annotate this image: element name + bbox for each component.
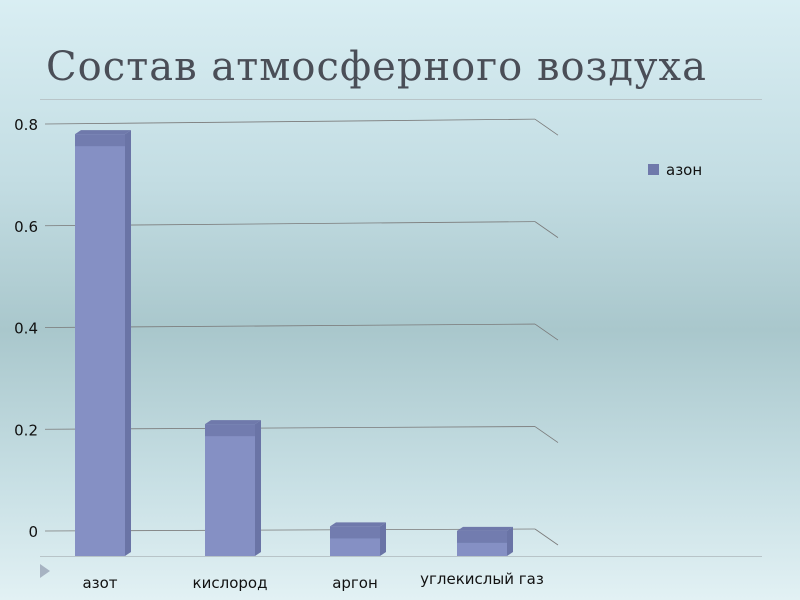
legend: азон	[648, 161, 702, 179]
bar-side	[380, 522, 386, 556]
bar	[457, 526, 513, 556]
y-tick-label: 0.4	[14, 320, 38, 338]
bar-cap	[330, 526, 380, 539]
bar	[75, 130, 131, 557]
bar-cap	[205, 424, 255, 437]
slide-title: Состав атмосферного воздуха	[46, 44, 707, 90]
bar-top	[75, 130, 131, 135]
legend-swatch	[648, 164, 659, 175]
gridline	[44, 118, 536, 125]
bar	[205, 420, 261, 556]
bar-side	[507, 526, 513, 556]
gridline-depth	[534, 118, 559, 136]
gridline-depth	[534, 221, 559, 238]
bar-layer	[75, 130, 513, 557]
bar-front	[205, 424, 255, 556]
y-tick-label: 0.6	[14, 218, 38, 236]
bottom-divider	[40, 556, 762, 557]
bar-cap	[75, 134, 125, 147]
play-arrow-icon[interactable]	[40, 564, 50, 578]
x-category-label: аргон	[332, 574, 378, 592]
x-category-label: углекислый газ	[420, 570, 544, 588]
bar	[330, 522, 386, 556]
gridline-depth	[534, 323, 559, 341]
title-divider	[40, 99, 762, 100]
y-tick-label: 0	[28, 523, 38, 541]
bar-top	[205, 420, 261, 425]
y-tick-label: 0.2	[14, 421, 38, 439]
x-category-label: кислород	[193, 574, 268, 592]
y-tick-label: 0.8	[14, 116, 38, 134]
gridline-depth	[534, 426, 559, 443]
bar-cap	[457, 530, 507, 543]
bar-top	[330, 522, 386, 527]
bar-front	[75, 134, 125, 557]
bar-side	[255, 420, 261, 556]
bar-side	[125, 130, 131, 557]
bar-top	[457, 526, 513, 531]
x-category-label: азот	[82, 574, 117, 592]
gridline-depth	[534, 528, 559, 546]
label-layer: 0 0.2 0.4 0.6 0.8 азот кислород аргон углекислый…	[14, 116, 544, 592]
legend-label: азон	[666, 161, 702, 179]
